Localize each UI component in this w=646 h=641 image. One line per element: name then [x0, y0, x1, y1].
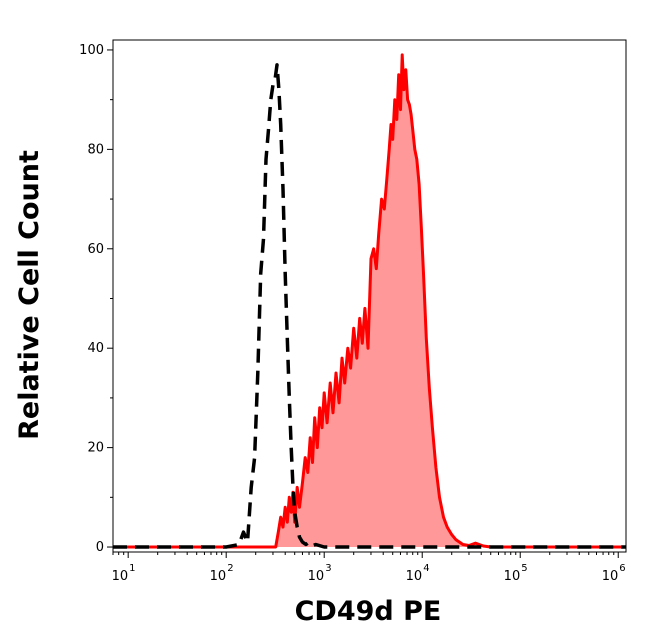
plot-frame — [112, 39, 627, 553]
x-tick-label: 10 — [602, 569, 619, 584]
y-axis-label: Relative Cell Count — [14, 150, 45, 440]
y-tick-label: 0 — [96, 540, 104, 555]
control-histogram-line — [113, 63, 626, 549]
y-tick-label: 100 — [79, 43, 104, 58]
x-tick-exponent: 2 — [227, 563, 233, 574]
x-tick-exponent: 1 — [129, 563, 135, 574]
y-tick-label: 20 — [87, 441, 104, 456]
x-tick-label: 10 — [406, 569, 423, 584]
y-tick-label: 80 — [87, 142, 104, 157]
x-tick-label: 10 — [210, 569, 227, 584]
x-tick-exponent: 4 — [423, 563, 429, 574]
plot-area — [112, 39, 627, 553]
x-tick-exponent: 3 — [325, 563, 331, 574]
y-axis: 0 20 40 60 80 100 — [79, 43, 113, 555]
x-tick-label: 10 — [112, 569, 129, 584]
series-area-fill — [113, 54, 626, 548]
x-axis-label: CD49d PE — [295, 596, 442, 627]
x-tick-exponent: 5 — [521, 563, 527, 574]
x-tick-label: 10 — [504, 569, 521, 584]
y-tick-label: 60 — [87, 242, 104, 257]
x-tick-label: 10 — [308, 569, 325, 584]
stained-histogram-line — [113, 53, 626, 549]
y-tick-label: 40 — [87, 341, 104, 356]
x-tick-exponent: 6 — [619, 563, 625, 574]
